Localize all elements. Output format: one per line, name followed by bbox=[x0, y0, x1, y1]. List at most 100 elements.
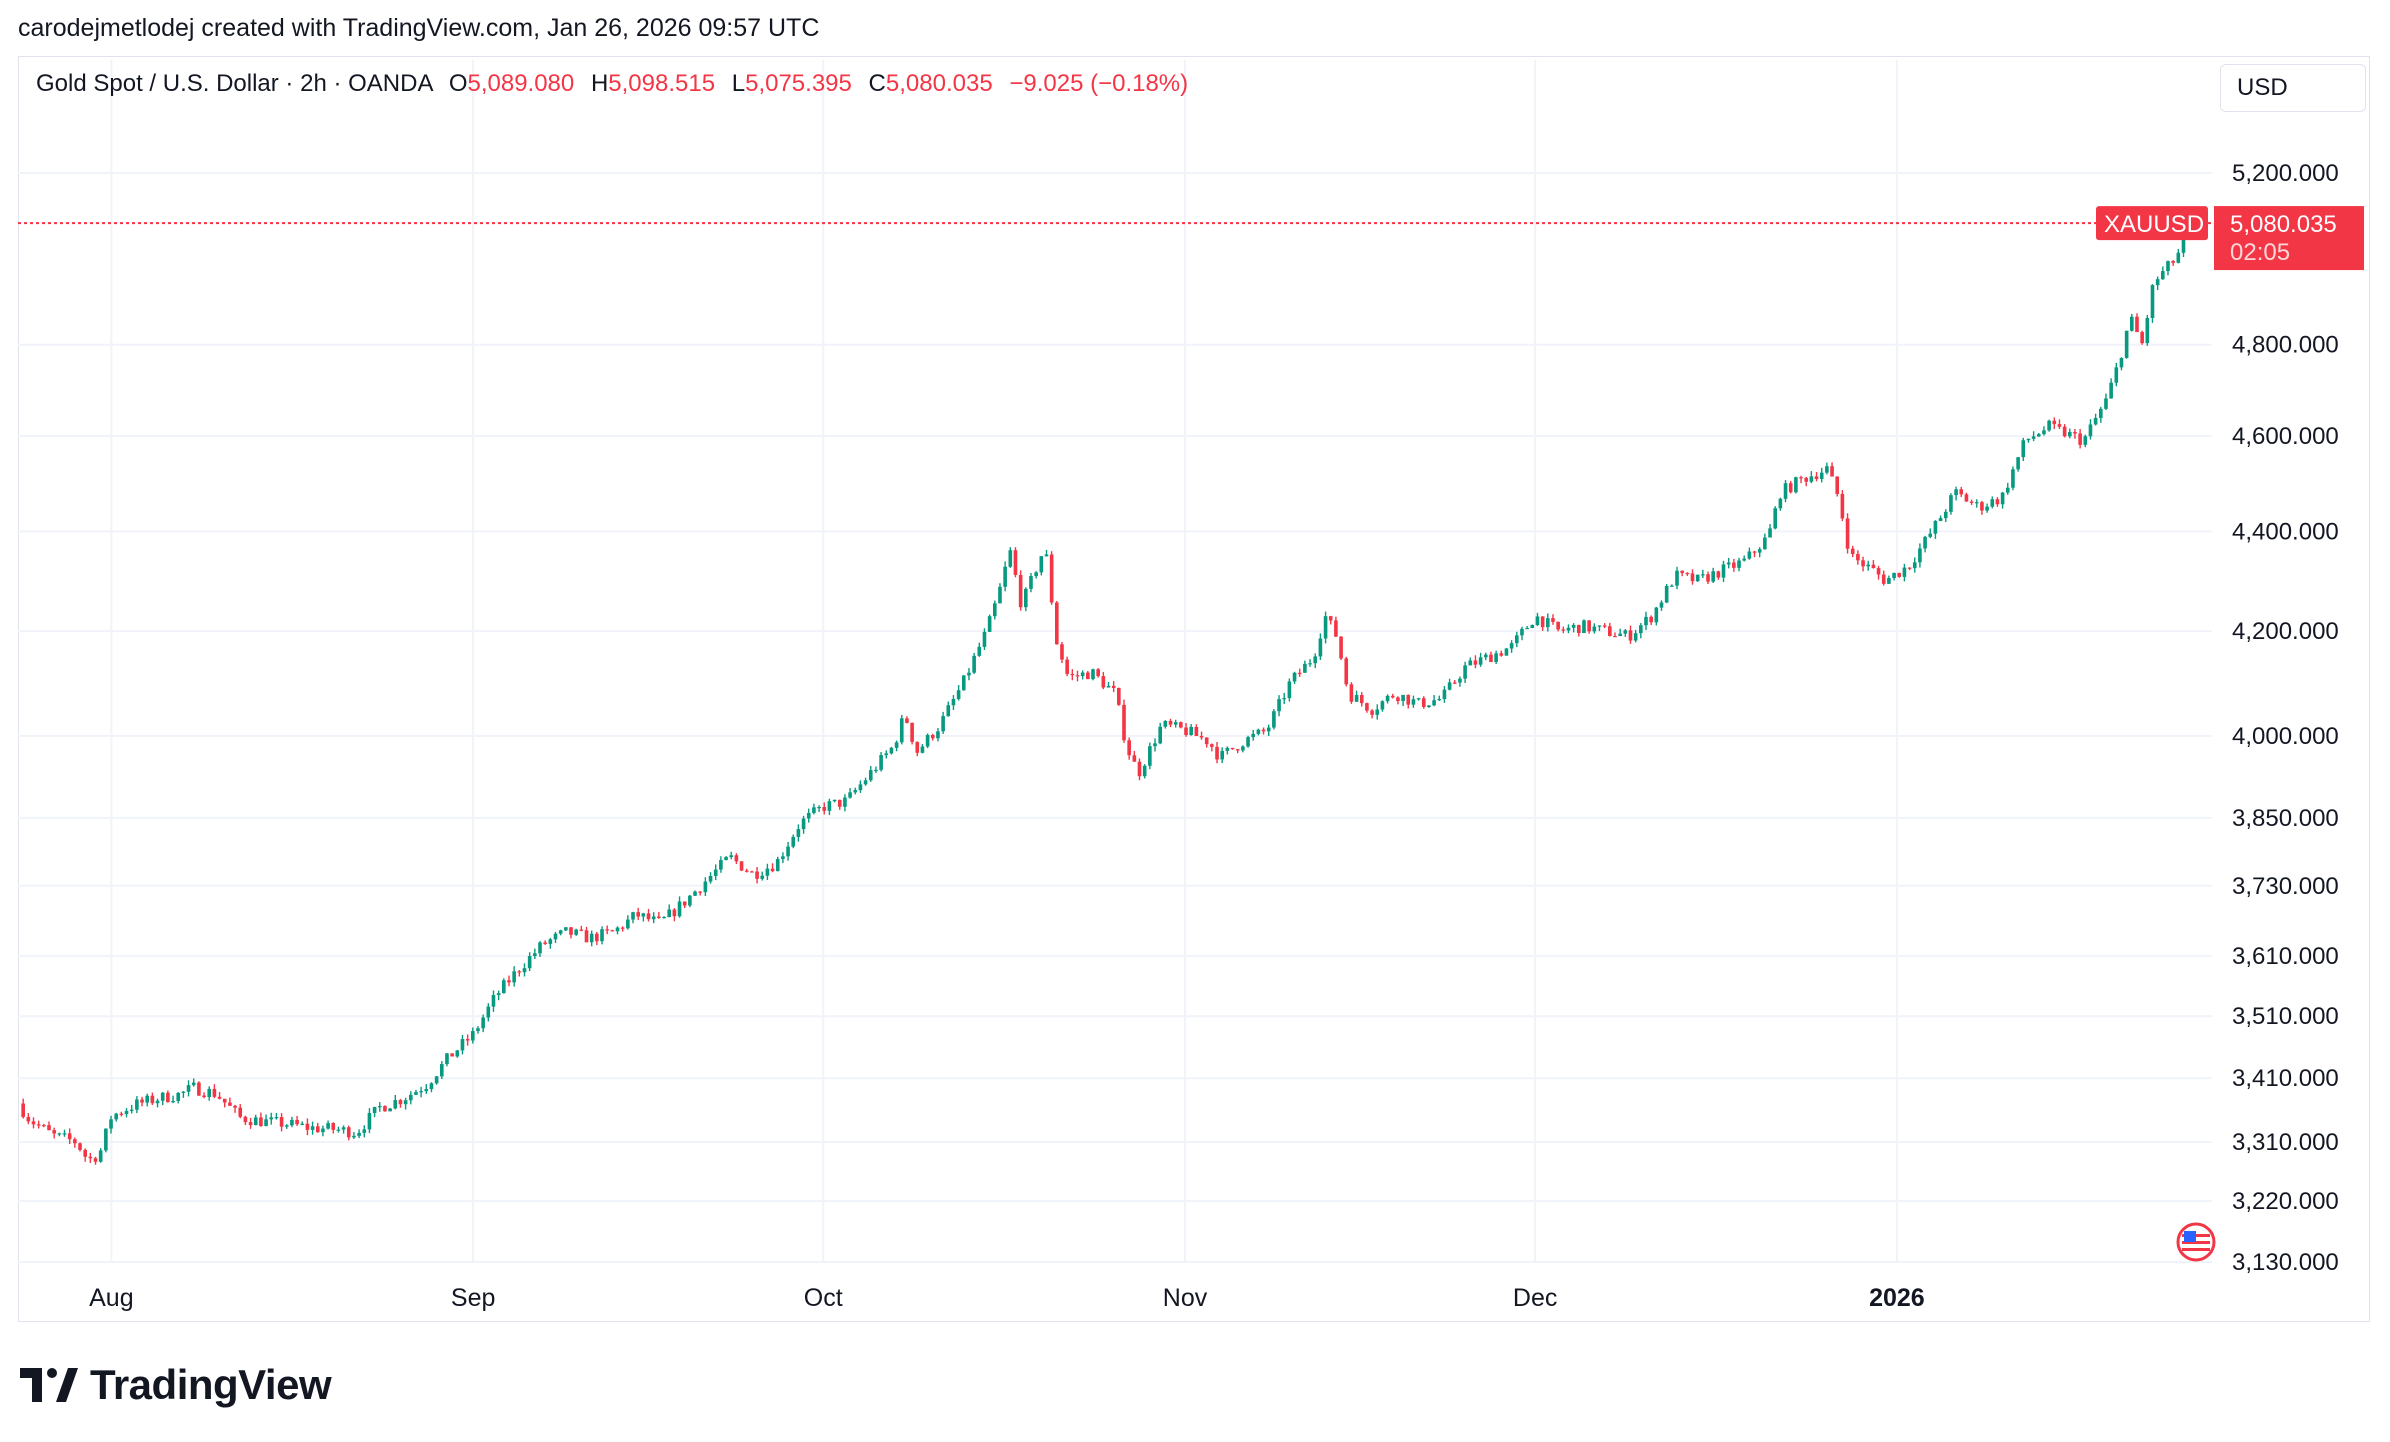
candle bbox=[191, 1078, 196, 1087]
candle bbox=[579, 925, 584, 932]
candle bbox=[739, 861, 744, 872]
candle bbox=[279, 1113, 284, 1132]
candle bbox=[491, 990, 496, 1012]
candle bbox=[269, 1112, 274, 1125]
candle bbox=[1881, 570, 1886, 586]
x-tick-label: Aug bbox=[89, 1284, 133, 1312]
tradingview-logo[interactable]: TradingView bbox=[20, 1360, 332, 1410]
candle bbox=[1742, 555, 1747, 562]
candle bbox=[646, 908, 651, 922]
candle bbox=[2021, 437, 2026, 462]
candle bbox=[1256, 728, 1261, 736]
candle bbox=[383, 1105, 387, 1112]
candle bbox=[1241, 745, 1245, 753]
close-value: 5,080.035 bbox=[885, 70, 993, 97]
candle bbox=[1732, 558, 1736, 572]
candle bbox=[1432, 695, 1436, 707]
candle bbox=[315, 1122, 320, 1133]
candle bbox=[1840, 490, 1845, 522]
candle bbox=[460, 1034, 465, 1055]
close-label: C bbox=[868, 70, 886, 97]
tradingview-logo-icon bbox=[20, 1368, 78, 1402]
open-value: 5,089.080 bbox=[467, 70, 575, 97]
candle bbox=[67, 1128, 72, 1145]
candle bbox=[207, 1086, 212, 1101]
candle bbox=[1308, 659, 1312, 667]
candle bbox=[36, 1120, 41, 1129]
us-flag-icon[interactable] bbox=[2176, 1222, 2216, 1262]
candle bbox=[1685, 572, 1690, 576]
candle bbox=[1757, 547, 1762, 558]
symbol-title[interactable]: Gold Spot / U.S. Dollar · 2h · OANDA bbox=[36, 70, 433, 97]
candle bbox=[1773, 506, 1778, 530]
candle bbox=[1535, 612, 1540, 627]
candle bbox=[1561, 626, 1566, 634]
candle bbox=[217, 1092, 222, 1100]
candle bbox=[1122, 699, 1126, 743]
candle bbox=[1664, 584, 1669, 604]
y-tick-label: 3,410.000 bbox=[2232, 1065, 2339, 1092]
candle bbox=[1173, 719, 1178, 728]
candle bbox=[1897, 572, 1902, 578]
candle bbox=[1117, 687, 1121, 706]
candle bbox=[1504, 647, 1509, 656]
candle bbox=[1282, 692, 1287, 705]
candle bbox=[543, 940, 547, 945]
candle bbox=[651, 912, 656, 924]
candle bbox=[2114, 362, 2119, 387]
y-tick-label: 5,200.000 bbox=[2232, 160, 2339, 187]
candle bbox=[434, 1075, 439, 1085]
candle bbox=[290, 1116, 294, 1128]
candle bbox=[522, 963, 527, 977]
candle bbox=[708, 872, 713, 884]
candle bbox=[1819, 467, 1824, 483]
candle bbox=[176, 1092, 181, 1104]
candle bbox=[1349, 682, 1354, 704]
candle bbox=[238, 1104, 243, 1119]
candle bbox=[300, 1121, 305, 1126]
candle bbox=[2119, 357, 2124, 371]
candle bbox=[1995, 497, 2000, 507]
candle bbox=[1406, 694, 1411, 709]
open-label: O bbox=[448, 70, 468, 97]
candle bbox=[848, 787, 852, 799]
candle bbox=[1556, 621, 1560, 632]
candle bbox=[837, 799, 842, 810]
candle bbox=[527, 952, 532, 972]
currency-button[interactable]: USD bbox=[2220, 64, 2366, 112]
candle bbox=[1049, 551, 1054, 605]
candle bbox=[419, 1086, 423, 1098]
candle bbox=[558, 929, 563, 936]
candle bbox=[1339, 636, 1343, 661]
candle bbox=[827, 798, 832, 816]
candle bbox=[197, 1081, 201, 1096]
candle bbox=[2026, 438, 2031, 443]
candle bbox=[1034, 571, 1038, 579]
candle bbox=[321, 1125, 325, 1137]
candle bbox=[2000, 492, 2005, 509]
candle bbox=[1701, 569, 1705, 579]
candle bbox=[853, 787, 858, 795]
candle bbox=[1220, 747, 1225, 764]
candle bbox=[1442, 686, 1447, 703]
candle bbox=[455, 1049, 460, 1058]
candle bbox=[2057, 419, 2062, 430]
candle bbox=[781, 852, 785, 864]
candle bbox=[1375, 704, 1380, 720]
y-tick-label: 3,510.000 bbox=[2232, 1003, 2339, 1030]
candle bbox=[905, 716, 909, 724]
candle bbox=[677, 896, 682, 918]
candle bbox=[1359, 691, 1364, 707]
candle bbox=[1964, 492, 1969, 502]
candle bbox=[398, 1098, 403, 1108]
candle bbox=[1251, 729, 1256, 741]
candle bbox=[1215, 742, 1219, 764]
candle bbox=[1065, 656, 1069, 677]
candle bbox=[682, 901, 687, 909]
candle bbox=[775, 856, 780, 872]
price-tag-countdown: 02:05 bbox=[2230, 239, 2290, 266]
candle bbox=[1545, 613, 1550, 632]
candle bbox=[1887, 575, 1891, 585]
candle bbox=[1933, 520, 1938, 539]
